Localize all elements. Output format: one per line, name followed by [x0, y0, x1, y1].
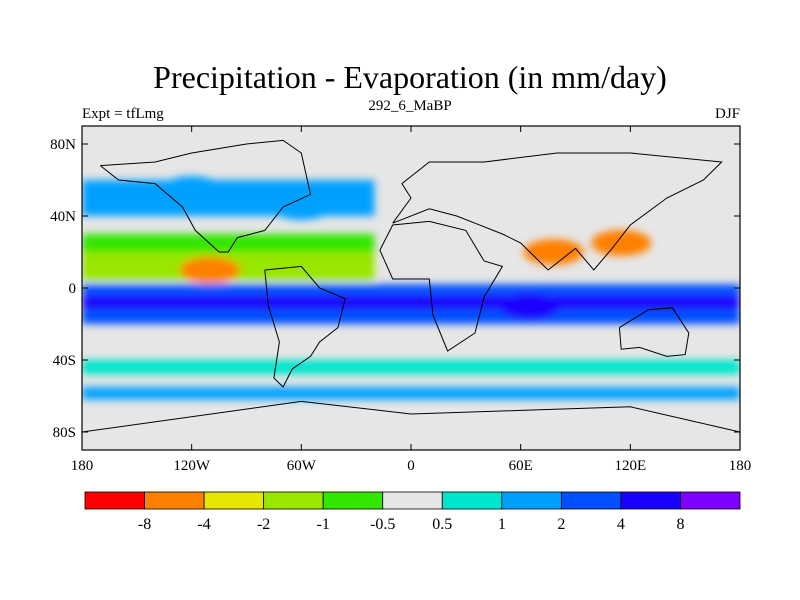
x-axis-ticks: 180 120W 60W 0 60E 120E 180 [71, 126, 752, 474]
colorbar-label: 8 [676, 516, 684, 533]
left-string: Expt = tfLmg [82, 106, 164, 122]
right-string: DJF [715, 106, 740, 122]
y-tick-label: 40N [50, 209, 76, 225]
coastline-africa [379, 220, 504, 352]
x-tick-label: 180 [71, 458, 94, 474]
colorbar-box-5 [382, 491, 443, 510]
field-blob-0 [499, 293, 560, 319]
field-band-6 [82, 360, 740, 375]
coastline-australia [618, 307, 690, 357]
colorbar-label: 4 [617, 516, 625, 533]
y-axis-ticks: 80N 40N 0 40S 80S [50, 137, 740, 441]
field-blob-5 [161, 176, 222, 202]
field-blob-4 [271, 194, 332, 220]
colorbar-label: 1 [498, 516, 506, 533]
contour-field [82, 176, 740, 400]
chart-title: Precipitation - Evaporation (in mm/day) [153, 59, 667, 95]
center-string: 292_6_MaBP [368, 98, 451, 114]
x-tick-label: 120E [614, 458, 646, 474]
colorbar-label: 0.5 [432, 516, 452, 533]
x-tick-label: 60W [287, 458, 317, 474]
colorbar-box-1 [144, 491, 205, 510]
y-tick-label: 40S [53, 353, 76, 369]
y-tick-label: 0 [69, 281, 77, 297]
colorbar-box-0 [84, 491, 145, 510]
colorbar-label: -8 [138, 516, 151, 533]
field-blob-1 [523, 239, 584, 265]
x-tick-label: 0 [407, 458, 415, 474]
field-blob-3 [179, 257, 240, 283]
coastline-antarctica [82, 400, 740, 433]
coastline-north-america [99, 139, 312, 253]
colorbar-box-9 [620, 491, 681, 510]
field-band-2 [82, 284, 740, 296]
colorbar-box-6 [441, 491, 503, 510]
field-band-0 [82, 295, 740, 310]
colorbar-box-2 [203, 491, 265, 510]
colorbar-box-4 [322, 491, 384, 510]
x-tick-label: 60E [509, 458, 533, 474]
x-tick-label: 120W [173, 458, 211, 474]
field-blob-2 [591, 230, 652, 256]
field-band-1 [82, 309, 740, 324]
coastline-eurasia [392, 152, 723, 271]
x-tick-label: 180 [729, 458, 752, 474]
colorbar-label: -2 [257, 516, 270, 533]
coastlines [82, 139, 740, 433]
colorbar-box-10 [680, 491, 741, 510]
colorbar: -8 -4 -2 -1 -0.5 0.5 1 2 4 8 [84, 491, 741, 533]
colorbar-label: -4 [197, 516, 210, 533]
colorbar-label: -0.5 [370, 516, 395, 533]
coastline-south-america [264, 265, 346, 388]
colorbar-box-3 [263, 491, 324, 510]
colorbar-label: 2 [557, 516, 565, 533]
field-band-4 [82, 234, 375, 252]
field-band-7 [82, 387, 740, 400]
colorbar-box-8 [560, 491, 622, 510]
field-band-5 [82, 180, 375, 216]
colorbar-label: -1 [317, 516, 330, 533]
y-tick-label: 80S [53, 425, 76, 441]
y-tick-label: 80N [50, 137, 76, 153]
colorbar-box-7 [501, 491, 562, 510]
